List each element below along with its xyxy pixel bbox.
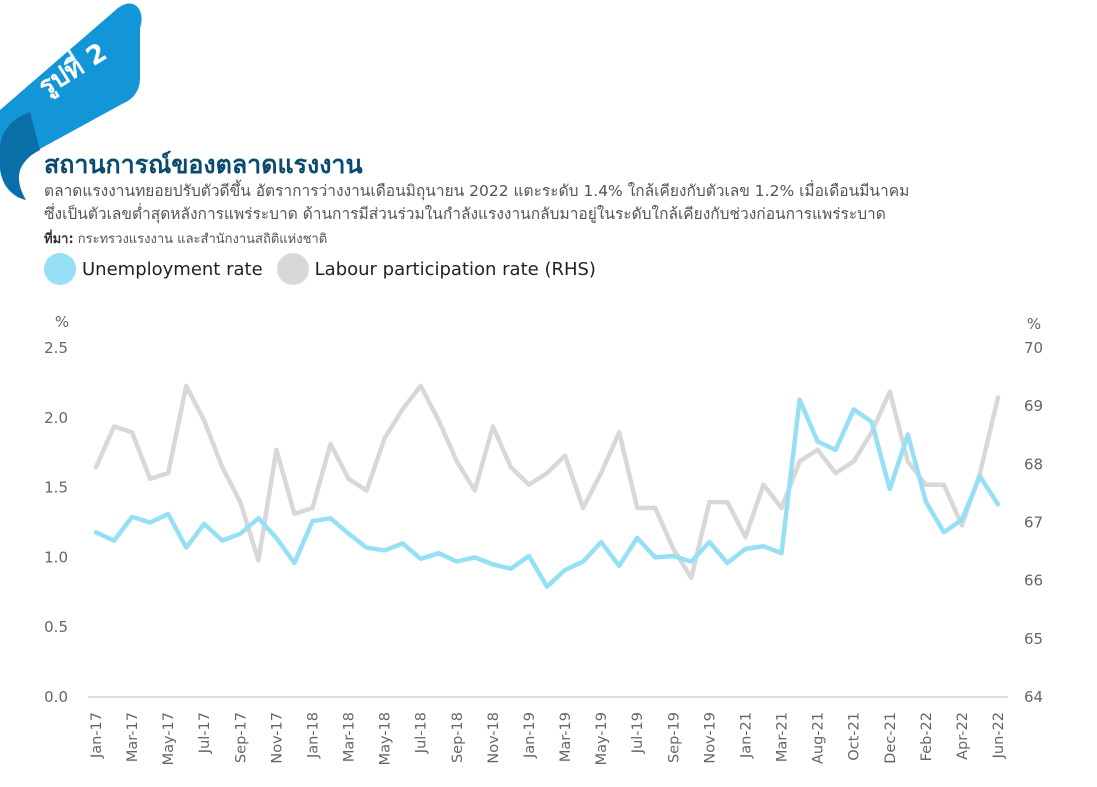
- x-tick-label: Apr-22: [955, 712, 971, 760]
- legend-item-participation: Labour participation rate (RHS): [276, 253, 596, 285]
- series-line-participation: [93, 383, 1001, 581]
- x-tick-label: Dec-21: [883, 712, 899, 764]
- y-right-tick-label: 66: [1024, 572, 1043, 590]
- x-tick-label: Jul-18: [414, 712, 430, 754]
- y-right-tick-label: 68: [1024, 455, 1043, 473]
- x-tick-label: Jun-22: [991, 712, 1007, 759]
- y-right-tick-label: 70: [1024, 339, 1043, 357]
- x-tick-label: Jan-19: [522, 712, 538, 759]
- x-tick-label: Aug-21: [811, 712, 827, 764]
- x-tick-label: Mar-17: [125, 712, 141, 762]
- x-tick-label: Jul-17: [197, 712, 213, 754]
- legend-item-unemployment: Unemployment rate: [44, 253, 263, 285]
- x-tick-label: Mar-18: [342, 712, 358, 762]
- y-right-tick-label: 65: [1024, 630, 1043, 648]
- x-tick-label: Jan-18: [305, 712, 321, 759]
- legend-label-participation: Labour participation rate (RHS): [314, 258, 596, 280]
- x-tick-label: Sep-17: [233, 712, 249, 763]
- x-tick-label: Nov-19: [702, 712, 718, 764]
- x-tick-label: May-19: [594, 712, 610, 765]
- chart-title: สถานการณ์ของตลาดแรงงาน: [44, 150, 363, 179]
- y-left-tick-label: 0.5: [44, 618, 68, 636]
- y-left-unit: %: [55, 313, 69, 331]
- x-tick-label: May-18: [378, 712, 394, 765]
- x-tick-label: Mar-19: [558, 712, 574, 762]
- source-text: กระทรวงแรงงาน และสำนักงานสถิติแห่งชาติ: [73, 232, 328, 247]
- x-tick-label: Nov-18: [486, 712, 502, 764]
- y-left-tick-label: 1.0: [44, 548, 68, 566]
- x-tick-label: Nov-17: [269, 712, 285, 764]
- series-line-unemployment: [93, 397, 1001, 589]
- ribbon-badge: [0, 3, 142, 200]
- subtitle-line-2: ซึ่งเป็นตัวเลขต่ำสุดหลังการแพร่ระบาด ด้า…: [44, 205, 886, 223]
- x-tick-label: Sep-19: [666, 712, 682, 763]
- x-tick-label: Mar-21: [775, 712, 791, 762]
- y-right-unit: %: [1027, 315, 1041, 333]
- legend-swatch-unemployment: [44, 253, 76, 285]
- y-left-tick-label: 2.5: [44, 339, 68, 357]
- legend-label-unemployment: Unemployment rate: [82, 258, 263, 280]
- x-tick-label: Sep-18: [450, 712, 466, 763]
- chart-subtitle: ตลาดแรงงานทยอยปรับตัวดีขึ้น อัตราการว่าง…: [44, 180, 1094, 226]
- subtitle-line-1: ตลาดแรงงานทยอยปรับตัวดีขึ้น อัตราการว่าง…: [44, 182, 910, 200]
- x-tick-label: Jan-17: [89, 712, 105, 759]
- y-left-tick-label: 2.0: [44, 409, 68, 427]
- x-tick-label: May-17: [161, 712, 177, 765]
- source-note: ที่มา: กระทรวงแรงงาน และสำนักงานสถิติแห่…: [44, 228, 327, 249]
- y-right-tick-label: 69: [1024, 397, 1043, 415]
- legend: Unemployment rate Labour participation r…: [44, 252, 610, 286]
- x-tick-label: Oct-21: [847, 712, 863, 761]
- x-tick-label: Feb-22: [919, 712, 935, 761]
- y-left-tick-label: 1.5: [44, 479, 68, 497]
- y-left-tick-label: 0.0: [44, 688, 68, 706]
- x-tick-label: Jul-19: [630, 712, 646, 754]
- y-right-tick-label: 67: [1024, 514, 1043, 532]
- x-tick-label: Jan-21: [738, 712, 754, 759]
- y-right-tick-label: 64: [1024, 688, 1043, 706]
- source-label: ที่มา:: [44, 232, 74, 247]
- legend-swatch-participation: [276, 253, 309, 285]
